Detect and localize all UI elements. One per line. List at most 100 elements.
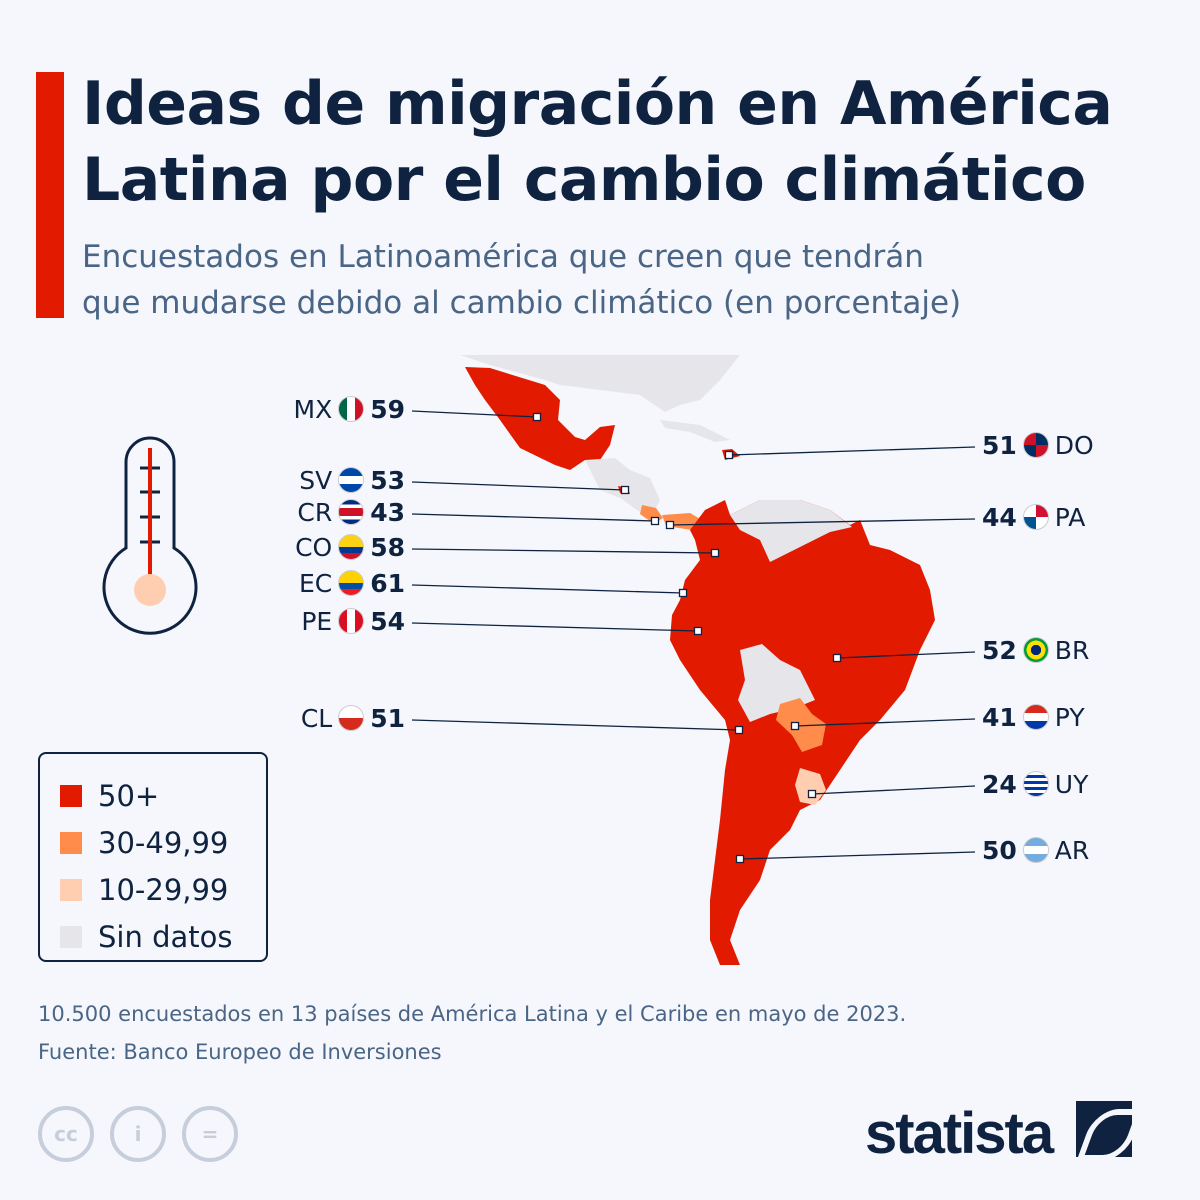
country-code: UY: [1054, 769, 1089, 799]
legend-item-30-49: 30-49,99: [60, 819, 246, 866]
leader-line: [836, 651, 976, 659]
central-america-region: [585, 458, 660, 512]
marker: [678, 588, 688, 598]
leader-line: [794, 718, 976, 727]
leader-line: [411, 410, 538, 418]
value: 61: [370, 568, 405, 598]
marker: [807, 789, 817, 799]
marker: [832, 653, 842, 663]
country-code: AR: [1054, 835, 1090, 865]
flag-icon: [338, 608, 365, 634]
label-br: 52 BR: [982, 635, 1089, 665]
label-ar: 50 AR: [982, 835, 1089, 865]
marker: [735, 854, 745, 864]
legend-item-10-29: 10-29,99: [60, 866, 246, 913]
country-code: MX: [293, 394, 333, 424]
marker: [532, 412, 542, 422]
label-sv: SV 53: [299, 465, 405, 495]
value: 44: [982, 502, 1017, 532]
label-pe: PE 54: [301, 606, 405, 636]
leader-line: [411, 481, 626, 491]
marker: [693, 626, 703, 636]
label-do: 51 DO: [982, 430, 1094, 460]
leader-line: [411, 513, 656, 522]
label-cl: CL 51: [301, 703, 405, 733]
flag-icon: [338, 570, 365, 596]
leader-line: [811, 785, 976, 795]
value: 43: [370, 497, 405, 527]
leader-line: [669, 518, 976, 526]
value: 51: [370, 703, 405, 733]
marker: [665, 520, 675, 530]
flag-icon: [338, 396, 365, 422]
country-py: [776, 698, 826, 752]
label-ec: EC 61: [299, 568, 405, 598]
usa-region: [460, 355, 740, 412]
page-title: Ideas de migración en América Latina por …: [82, 69, 1113, 215]
marker: [790, 721, 800, 731]
source: Fuente: Banco Europeo de Inversiones: [38, 1040, 442, 1064]
leader-line: [739, 851, 976, 860]
statista-logo-mark: [1076, 1101, 1133, 1157]
country-code: CR: [297, 497, 333, 527]
leader-line: [411, 584, 684, 594]
label-pa: 44 PA: [982, 502, 1085, 532]
footnote: 10.500 encuestados en 13 países de Améri…: [38, 1002, 907, 1026]
label-uy: 24 UY: [982, 769, 1088, 799]
label-py: 41 PY: [982, 702, 1085, 732]
leader-line: [411, 622, 699, 632]
legend-item-50-plus: 50+: [60, 772, 246, 819]
leader-line: [728, 446, 976, 456]
flag-icon: [1022, 432, 1049, 458]
legend: 50+ 30-49,99 10-29,99 Sin datos: [38, 752, 268, 962]
value: 51: [982, 430, 1017, 460]
flag-icon: [338, 705, 365, 731]
marker: [650, 516, 660, 526]
flag-icon: [1022, 504, 1049, 530]
flag-icon: [1022, 704, 1049, 730]
country-code: BR: [1054, 635, 1090, 665]
flag-icon: [1022, 837, 1049, 863]
value: 52: [982, 635, 1017, 665]
value: 50: [982, 835, 1017, 865]
value: 59: [370, 394, 405, 424]
country-code: PY: [1054, 702, 1085, 732]
flag-icon: [338, 499, 365, 525]
country-code: SV: [299, 465, 333, 495]
statista-logo[interactable]: statista: [865, 1100, 1133, 1167]
country-code: PE: [301, 606, 333, 636]
nd-icon[interactable]: =: [182, 1106, 238, 1162]
cc-icon[interactable]: cc: [38, 1106, 94, 1162]
marker: [620, 485, 630, 495]
flag-icon: [338, 467, 365, 493]
value: 41: [982, 702, 1017, 732]
country-code: DO: [1054, 430, 1094, 460]
label-co: CO 58: [295, 532, 405, 562]
country-code: PA: [1054, 502, 1086, 532]
accent-bar: [36, 72, 64, 318]
marker: [724, 450, 734, 460]
by-icon[interactable]: i: [110, 1106, 166, 1162]
cuba-region: [660, 420, 730, 442]
country-code: EC: [298, 568, 333, 598]
flag-icon: [338, 534, 365, 560]
value: 58: [370, 532, 405, 562]
country-code: CL: [300, 703, 333, 733]
value: 54: [370, 606, 405, 636]
flag-icon: [1022, 637, 1049, 663]
legend-item-sin-datos: Sin datos: [60, 913, 246, 960]
venezuela-guianas-region: [730, 500, 852, 562]
marker: [734, 725, 744, 735]
marker: [710, 548, 720, 558]
leader-line: [411, 719, 740, 731]
label-mx: MX 59: [294, 394, 406, 424]
thermometer-icon: [102, 436, 198, 635]
country-uy: [795, 768, 826, 805]
country-code: CO: [295, 532, 333, 562]
flag-icon: [1022, 771, 1049, 797]
label-cr: CR 43: [297, 497, 405, 527]
value: 24: [982, 769, 1017, 799]
value: 53: [370, 465, 405, 495]
leader-line: [411, 548, 716, 554]
